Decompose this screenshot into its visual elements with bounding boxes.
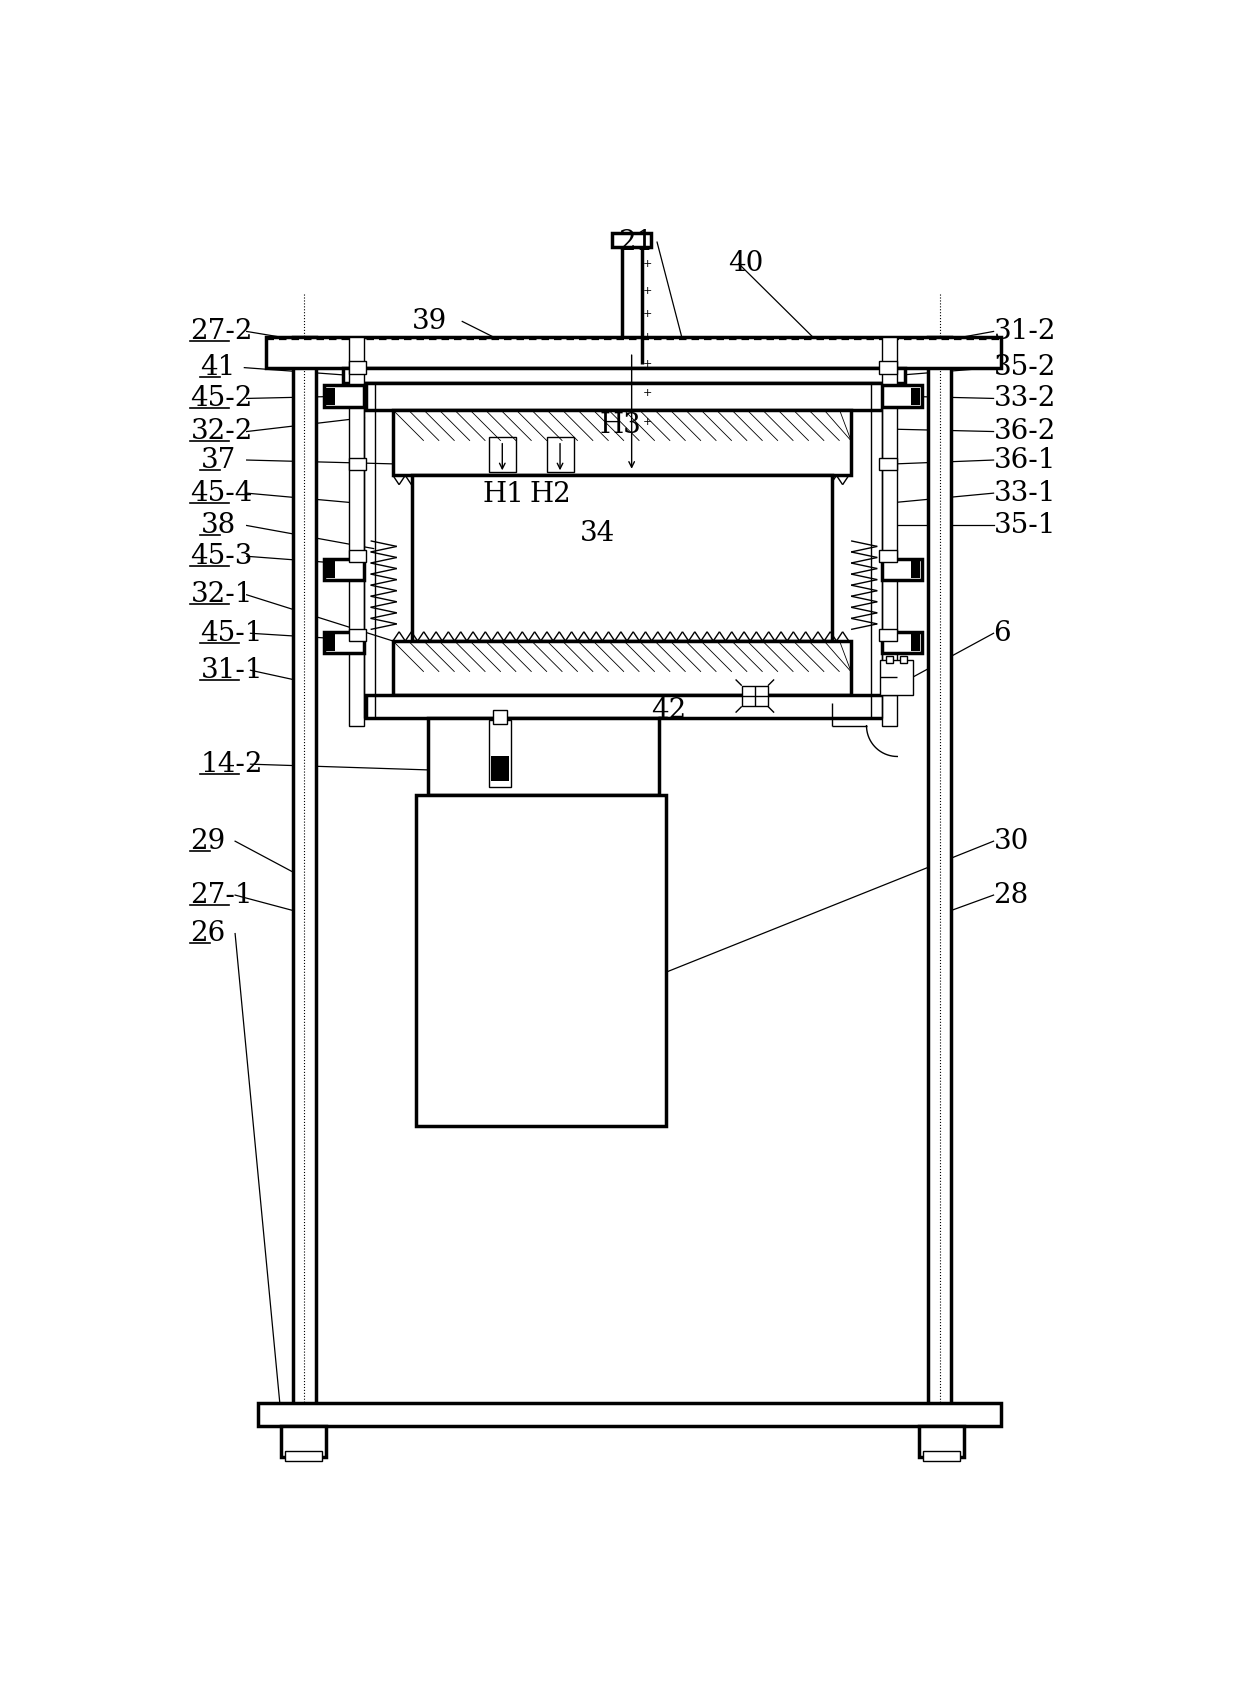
Bar (417, 795, 666, 1127)
Bar (491, 756, 510, 781)
Bar (428, 717, 658, 795)
Text: +: + (644, 259, 652, 269)
Text: H2: H2 (529, 482, 572, 509)
Bar (911, 561, 920, 578)
Bar (325, 386, 365, 408)
Bar (879, 362, 898, 374)
Text: 39: 39 (412, 308, 448, 335)
Bar (325, 632, 365, 653)
Text: 36-1: 36-1 (993, 446, 1056, 473)
Text: 45-4: 45-4 (191, 480, 253, 507)
Bar (281, 1426, 326, 1457)
Text: 36-2: 36-2 (993, 418, 1056, 445)
Bar (899, 657, 908, 662)
Text: 45-2: 45-2 (191, 386, 253, 413)
Bar (911, 635, 920, 652)
Text: 21: 21 (619, 229, 653, 256)
Text: +: + (644, 387, 652, 397)
Bar (882, 632, 921, 653)
Bar (490, 719, 511, 788)
Bar (326, 387, 335, 404)
Bar (911, 387, 920, 404)
Bar (326, 561, 335, 578)
Bar (326, 635, 335, 652)
Text: 35-2: 35-2 (993, 354, 1056, 381)
Bar (366, 695, 889, 717)
Bar (350, 628, 366, 642)
Bar (366, 382, 889, 409)
Bar (412, 475, 832, 642)
Text: 34: 34 (579, 520, 615, 547)
Bar (928, 337, 951, 1418)
Text: 37: 37 (201, 446, 236, 473)
Bar (258, 1403, 1001, 1426)
Bar (350, 458, 366, 470)
Text: 33-2: 33-2 (993, 386, 1056, 413)
Bar (490, 436, 516, 472)
Bar (613, 232, 651, 248)
Bar (285, 1452, 322, 1462)
Bar (393, 642, 851, 695)
Bar (350, 362, 366, 374)
Text: 14-2: 14-2 (201, 751, 263, 778)
Text: 41: 41 (201, 354, 236, 381)
Text: 29: 29 (191, 827, 226, 855)
Bar (742, 685, 768, 706)
Text: H3: H3 (599, 413, 641, 440)
Bar (573, 372, 620, 468)
Bar (919, 1426, 963, 1457)
Text: 31-1: 31-1 (201, 657, 263, 684)
Bar (293, 337, 316, 1418)
Text: 27-2: 27-2 (191, 318, 253, 345)
Text: 28: 28 (993, 882, 1029, 909)
Text: 32-1: 32-1 (191, 581, 253, 608)
Text: 45-3: 45-3 (191, 542, 253, 569)
Text: +: + (644, 416, 652, 426)
Bar (265, 337, 1001, 367)
Bar (923, 1452, 960, 1462)
Text: 35-1: 35-1 (993, 512, 1056, 539)
Text: +: + (644, 308, 652, 318)
Text: 45-1: 45-1 (201, 620, 263, 647)
Text: 32-2: 32-2 (191, 418, 253, 445)
Bar (350, 551, 366, 562)
Bar (879, 628, 898, 642)
Text: 31-2: 31-2 (993, 318, 1056, 345)
Bar (882, 386, 921, 408)
Text: 26: 26 (191, 919, 226, 946)
Bar (350, 337, 365, 726)
Bar (882, 337, 898, 726)
Bar (879, 458, 898, 470)
Bar (325, 559, 365, 581)
Bar (393, 409, 851, 475)
Text: H1: H1 (482, 482, 525, 509)
Bar (494, 711, 507, 724)
Bar (343, 367, 905, 382)
Bar (885, 657, 894, 662)
Text: +: + (644, 332, 652, 342)
Text: 42: 42 (651, 697, 686, 724)
Text: 33-1: 33-1 (993, 480, 1056, 507)
Bar (547, 436, 574, 472)
Text: 38: 38 (201, 512, 236, 539)
Bar (880, 660, 913, 695)
Text: 30: 30 (993, 827, 1029, 855)
Text: +: + (644, 359, 652, 369)
Text: 40: 40 (728, 251, 764, 278)
Bar (879, 551, 898, 562)
Bar (882, 559, 921, 581)
Text: +: + (644, 286, 652, 296)
Text: 6: 6 (993, 620, 1011, 647)
Text: 27-1: 27-1 (191, 882, 253, 909)
